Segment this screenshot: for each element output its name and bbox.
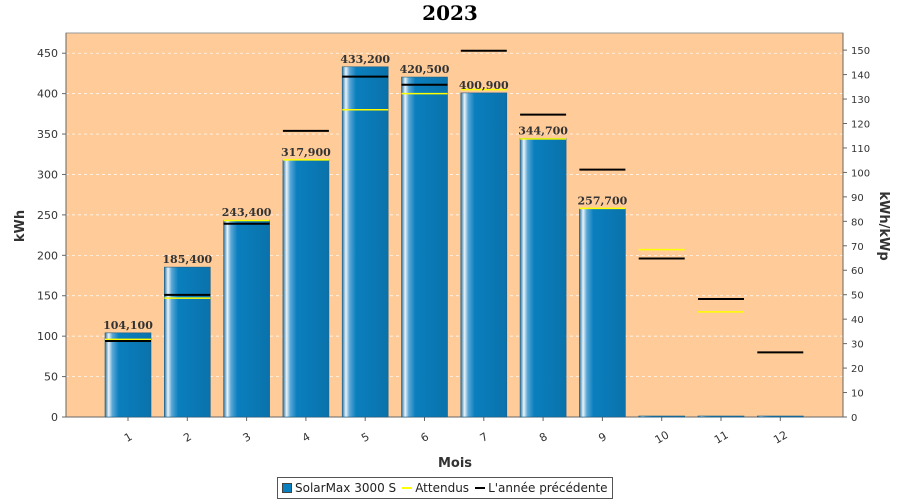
x-tick-label: 1	[122, 430, 135, 445]
bar	[638, 415, 686, 418]
bar	[756, 415, 804, 418]
data-label: 257,700	[578, 195, 628, 208]
bar	[697, 415, 745, 418]
y-tick-label-right: 50	[851, 291, 864, 302]
y-tick-label-right: 40	[851, 315, 864, 326]
data-label: 317,900	[281, 146, 331, 159]
x-tick-label: 7	[478, 430, 491, 445]
legend-label-expected: Attendus	[415, 481, 470, 495]
bar	[341, 66, 389, 418]
y-tick-label-left: 100	[37, 330, 58, 343]
chart-legend: SolarMax 3000 S Attendus L'année précéde…	[277, 477, 613, 499]
y-tick-label-left: 250	[37, 209, 58, 222]
x-tick-label: 6	[418, 430, 431, 445]
y-tick-label-left: 350	[37, 128, 58, 141]
y-tick-label-right: 60	[851, 266, 864, 277]
chart-title: 2023	[422, 1, 478, 25]
y-axis-title-left: kWh	[13, 210, 28, 242]
y-tick-label-left: 450	[37, 47, 58, 60]
y-tick-label-right: 120	[851, 119, 870, 130]
bar	[460, 92, 508, 418]
y-tick-label-right: 20	[851, 364, 864, 375]
y-tick-label-right: 140	[851, 71, 870, 82]
bar	[579, 208, 626, 418]
bar	[401, 76, 448, 418]
x-tick-label: 8	[537, 430, 550, 445]
bar	[223, 219, 270, 418]
y-tick-label-right: 0	[851, 413, 857, 424]
legend-swatch-bar	[282, 483, 292, 493]
y-tick-label-left: 300	[37, 168, 58, 181]
data-label: 185,400	[162, 253, 212, 266]
plot-area: 0 50 100 150 200 250 300 350 400 450 0 10 20 30 40 50 60…	[37, 32, 870, 447]
x-tick-label: 4	[300, 430, 313, 445]
x-tick-label: 11	[712, 428, 731, 446]
y-tick-label-right: 100	[851, 168, 870, 179]
x-tick-label: 3	[241, 430, 254, 445]
bar	[164, 266, 211, 418]
y-tick-label-right: 10	[851, 389, 864, 400]
y-tick-label-right: 70	[851, 242, 864, 253]
legend-item-expected: Attendus	[402, 481, 469, 495]
data-label: 420,500	[400, 63, 450, 76]
legend-swatch-expected	[402, 487, 413, 489]
y-tick-label-right: 80	[851, 217, 864, 228]
y-tick-label-right: 150	[851, 46, 870, 57]
y-tick-label-right: 30	[851, 340, 864, 351]
x-tick-label: 2	[181, 430, 194, 445]
y-tick-label-left: 200	[37, 249, 58, 262]
y-tick-label-right: 110	[851, 144, 870, 155]
y-tick-label-right: 130	[851, 95, 870, 106]
legend-label-previous-year: L'année précédente	[488, 481, 608, 495]
x-tick-label: 9	[596, 430, 609, 445]
legend-swatch-previous-year	[475, 487, 486, 489]
bar	[519, 138, 567, 418]
data-label: 243,400	[222, 206, 272, 219]
bar	[282, 159, 330, 418]
x-tick-label: 5	[359, 430, 372, 445]
data-label: 344,700	[518, 124, 568, 137]
legend-item-solarmax: SolarMax 3000 S	[282, 481, 396, 495]
x-axis-title: Mois	[438, 456, 472, 471]
y-tick-label-left: 150	[37, 290, 58, 303]
data-label: 104,100	[103, 319, 153, 332]
data-label: 433,200	[340, 53, 390, 66]
y-axis-title-right: kWh/kWp	[876, 191, 891, 260]
legend-item-previous-year: L'année précédente	[475, 481, 608, 495]
data-label: 400,900	[459, 79, 509, 92]
y-tick-label-right: 90	[851, 193, 864, 204]
y-tick-label-left: 400	[37, 88, 58, 101]
legend-label-solarmax: SolarMax 3000 S	[295, 481, 397, 495]
y-tick-label-left: 0	[51, 411, 58, 424]
bar	[104, 332, 152, 418]
x-tick-label: 10	[653, 428, 672, 446]
y-tick-label-left: 50	[44, 371, 58, 384]
x-tick-label: 12	[771, 428, 790, 446]
